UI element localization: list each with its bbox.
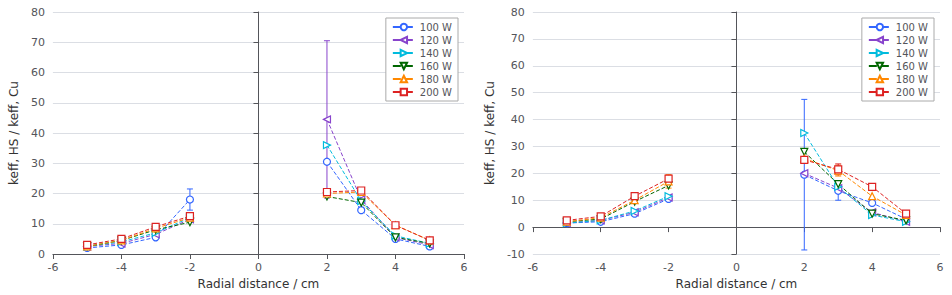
svg-text:160 W: 160 W <box>896 61 928 72</box>
svg-text:30: 30 <box>511 140 525 153</box>
svg-text:4: 4 <box>392 261 399 274</box>
svg-text:200 W: 200 W <box>420 87 452 98</box>
svg-text:-4: -4 <box>116 261 127 274</box>
svg-text:-6: -6 <box>47 261 58 274</box>
svg-text:180 W: 180 W <box>896 74 928 85</box>
svg-text:0: 0 <box>255 261 262 274</box>
svg-text:Radial distance / cm: Radial distance / cm <box>198 277 320 291</box>
svg-text:50: 50 <box>511 86 525 99</box>
svg-text:10: 10 <box>511 194 525 207</box>
svg-text:140 W: 140 W <box>420 48 452 59</box>
svg-text:70: 70 <box>511 32 525 45</box>
svg-text:-6: -6 <box>527 261 538 274</box>
svg-text:2: 2 <box>323 261 330 274</box>
svg-text:160 W: 160 W <box>420 61 452 72</box>
svg-text:6: 6 <box>937 261 944 274</box>
svg-text:0: 0 <box>38 248 45 261</box>
svg-text:4: 4 <box>869 261 876 274</box>
svg-text:70: 70 <box>31 36 45 49</box>
svg-text:80: 80 <box>31 6 45 19</box>
svg-text:40: 40 <box>31 127 45 140</box>
svg-text:0: 0 <box>518 221 525 234</box>
svg-text:keff, HS / keff, Cu: keff, HS / keff, Cu <box>483 81 497 185</box>
svg-text:-2: -2 <box>663 261 674 274</box>
svg-text:200 W: 200 W <box>896 87 928 98</box>
svg-text:180 W: 180 W <box>420 74 452 85</box>
svg-text:50: 50 <box>31 96 45 109</box>
svg-text:-10: -10 <box>507 248 525 261</box>
svg-text:40: 40 <box>511 113 525 126</box>
svg-text:10: 10 <box>31 217 45 230</box>
svg-text:100 W: 100 W <box>896 22 928 33</box>
svg-text:Radial distance / cm: Radial distance / cm <box>676 277 798 291</box>
svg-text:80: 80 <box>511 6 525 19</box>
svg-text:6: 6 <box>461 261 468 274</box>
svg-text:60: 60 <box>31 66 45 79</box>
svg-text:0: 0 <box>733 261 740 274</box>
svg-text:20: 20 <box>31 187 45 200</box>
svg-text:120 W: 120 W <box>896 35 928 46</box>
svg-text:30: 30 <box>31 157 45 170</box>
svg-text:120 W: 120 W <box>420 35 452 46</box>
svg-text:-2: -2 <box>184 261 195 274</box>
svg-text:2: 2 <box>801 261 808 274</box>
svg-text:100 W: 100 W <box>420 22 452 33</box>
svg-text:140 W: 140 W <box>896 48 928 59</box>
svg-text:-4: -4 <box>595 261 606 274</box>
svg-text:20: 20 <box>511 167 525 180</box>
svg-text:keff, HS / keff, Cu: keff, HS / keff, Cu <box>7 81 21 185</box>
svg-text:60: 60 <box>511 59 525 72</box>
